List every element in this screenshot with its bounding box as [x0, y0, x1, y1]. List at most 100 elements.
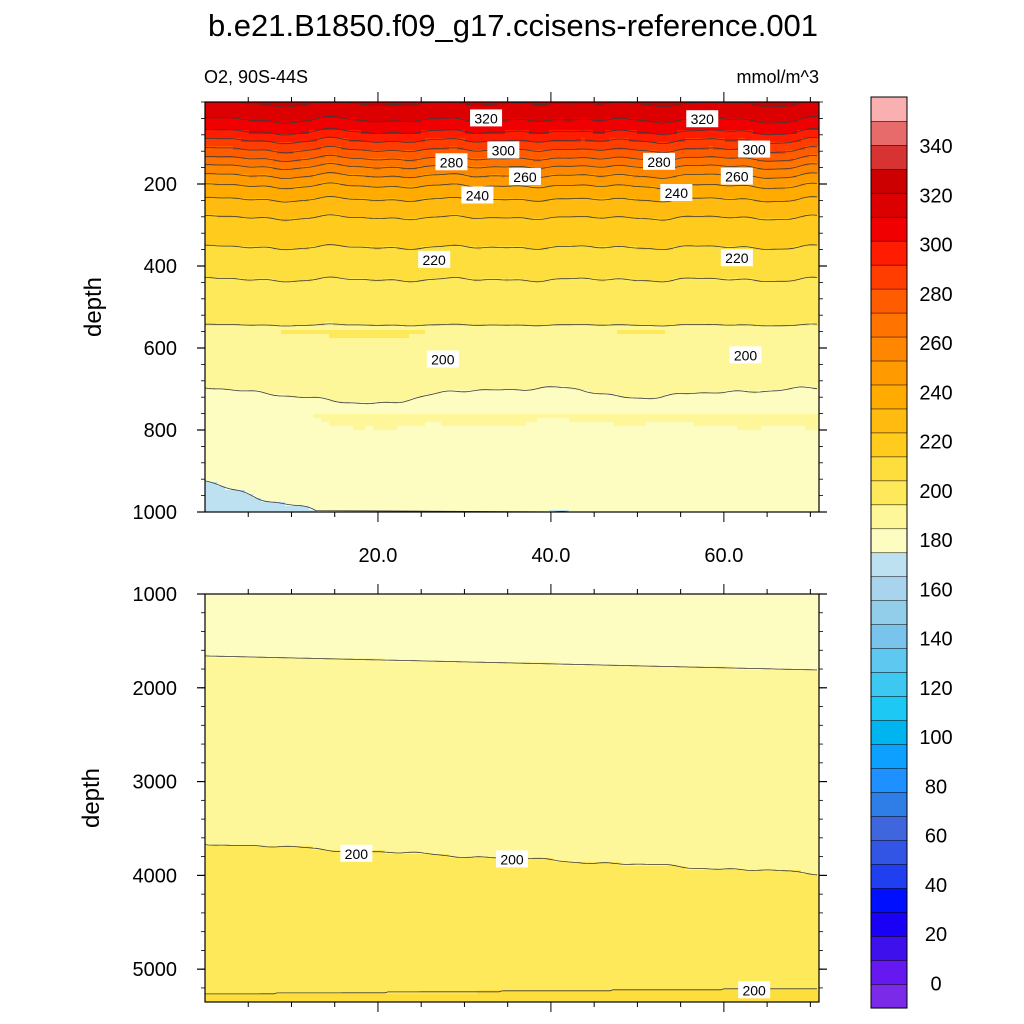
upper-panel-cell — [209, 122, 214, 127]
upper-panel-cell — [417, 178, 422, 183]
upper-panel-cell — [389, 170, 394, 175]
upper-panel-cell — [285, 134, 290, 139]
upper-panel-cell — [681, 222, 686, 227]
upper-panel-cell — [209, 170, 214, 175]
upper-panel-cell — [257, 154, 262, 159]
upper-panel-cell — [225, 118, 230, 123]
upper-panel-cell — [481, 226, 486, 231]
upper-panel-cell — [737, 186, 742, 191]
upper-panel-cell — [541, 182, 546, 187]
upper-panel-cell — [273, 226, 278, 231]
upper-panel-cell — [693, 154, 698, 159]
upper-panel-cell — [281, 162, 286, 167]
upper-panel-cell — [657, 226, 662, 231]
upper-panel-cell — [577, 222, 582, 227]
upper-panel-cell — [681, 206, 686, 211]
upper-panel-cell — [553, 214, 558, 219]
upper-panel-cell — [213, 150, 218, 155]
upper-panel-cell — [769, 202, 774, 207]
upper-panel-cell — [213, 114, 218, 119]
upper-panel-cell — [729, 198, 734, 203]
upper-panel-cell — [401, 182, 406, 187]
upper-panel-cell — [661, 142, 666, 147]
upper-panel-cell — [813, 138, 818, 143]
upper-panel-cell — [609, 110, 614, 115]
upper-panel-cell — [441, 106, 446, 111]
upper-panel-cell — [629, 190, 634, 195]
upper-panel-cell — [257, 178, 262, 183]
upper-panel-cell — [677, 150, 682, 155]
upper-panel-cell — [769, 206, 774, 211]
upper-panel-cell — [297, 194, 302, 199]
upper-panel-cell — [317, 162, 322, 167]
upper-panel-cell — [385, 206, 390, 211]
upper-panel-cell — [413, 186, 418, 191]
upper-panel-cell — [737, 106, 742, 111]
upper-panel-cell — [817, 158, 819, 163]
upper-panel-cell — [213, 194, 218, 199]
upper-panel-cell — [737, 122, 742, 127]
upper-panel-cell — [565, 174, 570, 179]
upper-panel-cell — [653, 218, 658, 223]
upper-panel-cell — [589, 134, 594, 139]
upper-panel-cell — [317, 130, 322, 135]
upper-panel-cell — [773, 126, 778, 131]
upper-panel-cell — [541, 222, 546, 227]
upper-panel-cell — [345, 202, 350, 207]
upper-panel-cell — [337, 122, 342, 127]
upper-panel-cell — [677, 154, 682, 159]
upper-panel-cell — [769, 166, 774, 171]
upper-panel-cell — [625, 154, 630, 159]
upper-panel-cell — [333, 218, 338, 223]
upper-panel-cell — [549, 142, 554, 147]
upper-panel-cell — [777, 102, 782, 107]
upper-panel-cell — [769, 190, 774, 195]
upper-panel-cell — [285, 154, 290, 159]
upper-panel-cell — [697, 226, 702, 231]
upper-panel-cell — [517, 158, 522, 163]
upper-panel-cell — [421, 114, 426, 119]
upper-panel-cell — [813, 142, 818, 147]
upper-panel-cell — [809, 202, 814, 207]
upper-panel-cell — [565, 154, 570, 159]
upper-panel-cell — [501, 134, 506, 139]
upper-panel-cell — [793, 182, 798, 187]
upper-panel-cell — [793, 154, 798, 159]
upper-panel-cell — [253, 170, 258, 175]
upper-panel-cell — [409, 154, 414, 159]
upper-panel-cell — [345, 182, 350, 187]
upper-panel-cell — [733, 122, 738, 127]
upper-panel-cell — [305, 230, 310, 235]
upper-panel-cell — [325, 134, 330, 139]
upper-panel-cell — [637, 114, 642, 119]
upper-panel-cell — [513, 122, 518, 127]
upper-panel-cell — [653, 118, 658, 123]
upper-panel-cell — [669, 134, 674, 139]
upper-panel-cell — [781, 214, 786, 219]
upper-panel-cell — [341, 150, 346, 155]
upper-panel-cell — [533, 194, 538, 199]
upper-panel-cell — [605, 218, 610, 223]
upper-panel-cell — [797, 130, 802, 135]
upper-panel-cell — [205, 158, 210, 163]
upper-panel-cell — [605, 106, 610, 111]
upper-panel-cell — [609, 162, 614, 167]
upper-panel-cell — [693, 102, 698, 107]
upper-panel-cell — [653, 214, 658, 219]
upper-panel-cell — [385, 162, 390, 167]
upper-panel-cell — [505, 206, 510, 211]
upper-panel-cell — [433, 158, 438, 163]
upper-panel-cell — [693, 130, 698, 135]
upper-panel-cell — [777, 182, 782, 187]
upper-panel-cell — [749, 102, 754, 107]
upper-panel-cell — [473, 154, 478, 159]
upper-panel-cell — [333, 150, 338, 155]
upper-panel-cell — [701, 106, 706, 111]
upper-panel-cell — [733, 126, 738, 131]
upper-panel-cell — [717, 190, 722, 195]
upper-panel-cell — [281, 230, 286, 235]
upper-panel-cell — [817, 178, 819, 183]
upper-panel-cell — [409, 182, 414, 187]
upper-panel-cell — [421, 134, 426, 139]
upper-panel-cell — [249, 202, 254, 207]
